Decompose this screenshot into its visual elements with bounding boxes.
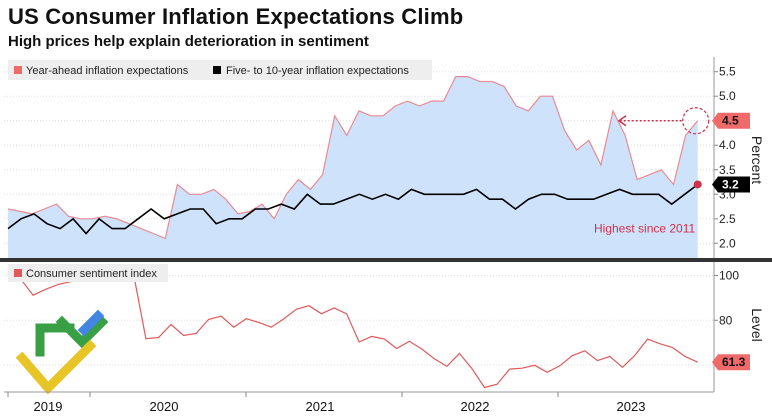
bottom-y-tick-label: 100: [719, 268, 739, 282]
panel-separator: [0, 258, 772, 262]
bottom-y-ticks: 80 100: [714, 268, 739, 366]
top-panel: Year-ahead inflation expectations Five- …: [4, 57, 765, 259]
logo-yellow-mark: [15, 339, 97, 395]
callout-year-ahead: 4.5: [712, 112, 750, 129]
logo-blue-mark: [77, 309, 105, 337]
chart-subtitle: High prices help explain deterioration i…: [8, 33, 369, 50]
top-y-tick-label: 2.5: [719, 212, 736, 226]
year-ahead-line: [7, 76, 699, 240]
callout-sentiment-bg: [712, 354, 750, 371]
highlight-arrow-head: [617, 115, 627, 127]
x-tick-label: 2021: [306, 399, 335, 414]
legend-swatch-sentiment: [14, 269, 22, 277]
top-y-ticks: 2.02.53.03.54.04.55.05.5: [714, 65, 736, 250]
x-tick-label: 2022: [461, 399, 490, 414]
top-y-tick-label: 5.5: [719, 65, 736, 79]
callout-year-ahead-bg: [712, 112, 750, 129]
logo-green-mark: [35, 315, 109, 357]
callout-sentiment-label: 61.3: [722, 355, 746, 369]
legend-swatch-long-run: [213, 66, 221, 74]
sentiment-line: [7, 272, 698, 389]
annotation-highest-since-2011: Highest since 2011: [594, 222, 696, 236]
callout-year-ahead-label: 4.5: [722, 114, 739, 128]
top-y-tick-label: 2.0: [719, 236, 736, 250]
callout-long-run-bg: [712, 176, 750, 193]
bottom-y-axis-title: Level: [749, 308, 765, 341]
legend-label-long-run: Five- to 10-year inflation expectations: [226, 65, 409, 77]
callout-long-run-label: 3.2: [722, 177, 739, 191]
legend-label-sentiment: Consumer sentiment index: [26, 268, 157, 280]
top-y-tick-label: 3.5: [719, 163, 736, 177]
x-ticks: 2019 2020 2021 2022 2023: [7, 392, 646, 414]
legend-label-year-ahead: Year-ahead inflation expectations: [26, 65, 189, 77]
highlight-circle: [682, 107, 710, 135]
top-y-tick-label: 5.0: [719, 89, 736, 103]
bottom-grid: [4, 274, 714, 366]
bottom-y-tick-label: 80: [719, 313, 733, 327]
bottom-panel: Consumer sentiment index 80 100 Level 61.…: [4, 262, 765, 395]
top-y-axis-title: Percent: [749, 136, 765, 184]
callout-sentiment: 61.3: [712, 354, 750, 371]
long-run-endpoint-dot: [693, 180, 702, 189]
top-y-tick-label: 4.0: [719, 138, 736, 152]
x-tick-label: 2023: [617, 399, 646, 414]
chart-title: US Consumer Inflation Expectations Climb: [8, 4, 464, 29]
legend-swatch-year-ahead: [14, 66, 22, 74]
x-tick-label: 2020: [150, 399, 179, 414]
x-tick-label: 2019: [34, 399, 63, 414]
long-run-line: [7, 183, 699, 235]
callout-long-run: 3.2: [712, 176, 750, 193]
brand-logo: [15, 309, 109, 395]
bottom-legend-box: [8, 264, 168, 282]
